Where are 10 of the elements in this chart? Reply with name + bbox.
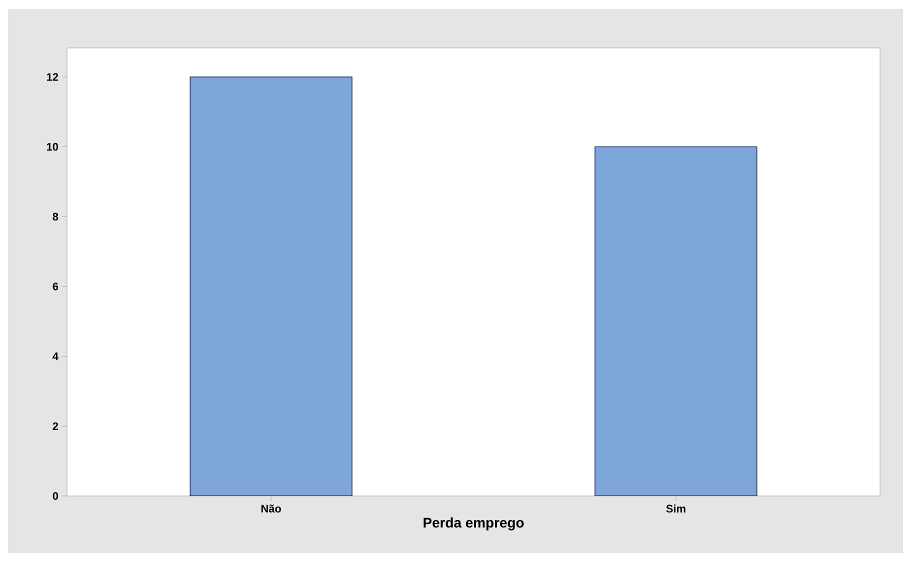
- y-tick-label: 8: [52, 212, 58, 221]
- y-tick-label: 12: [46, 73, 58, 81]
- y-tick-label: 2: [52, 422, 58, 430]
- x-tick-label: Não: [261, 504, 281, 513]
- y-tick-label: 10: [46, 142, 58, 151]
- x-axis-title: Perda emprego: [424, 517, 524, 530]
- y-tick-label: 0: [52, 492, 58, 500]
- y-tick-label: 6: [52, 282, 58, 290]
- y-tick-label: 4: [52, 352, 58, 360]
- x-tick-label: Sim: [666, 504, 686, 513]
